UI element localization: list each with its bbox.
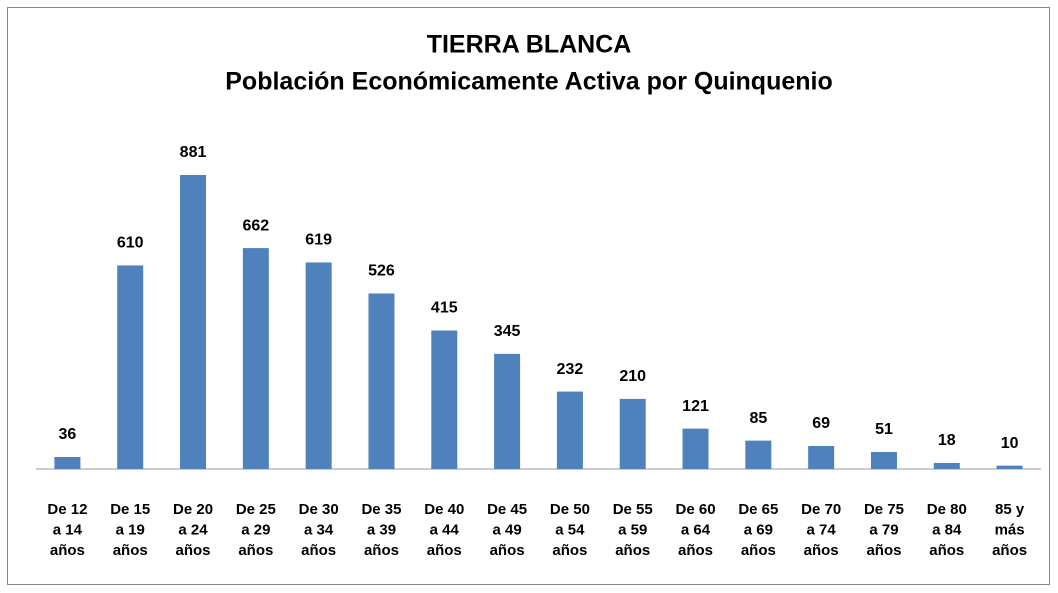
bar bbox=[54, 456, 81, 469]
bar bbox=[117, 265, 144, 469]
x-tick-label: De 20 a 24 años bbox=[173, 501, 213, 559]
bar bbox=[242, 248, 269, 469]
data-label: 415 bbox=[431, 300, 458, 317]
x-tick-label: De 45 a 49 años bbox=[487, 501, 527, 559]
data-label: 662 bbox=[242, 217, 269, 234]
bar bbox=[305, 262, 332, 469]
data-label: 10 bbox=[1001, 435, 1019, 452]
data-label: 232 bbox=[557, 361, 584, 378]
data-label: 610 bbox=[117, 235, 144, 252]
bar bbox=[682, 428, 709, 469]
x-tick-label: De 65 a 69 años bbox=[738, 501, 778, 559]
data-label: 51 bbox=[875, 421, 893, 438]
data-label: 69 bbox=[812, 415, 830, 432]
bar bbox=[870, 451, 897, 469]
data-label: 121 bbox=[682, 398, 709, 415]
bar bbox=[180, 175, 207, 469]
x-tick-label: De 60 a 64 años bbox=[676, 501, 716, 559]
data-label: 210 bbox=[619, 368, 646, 385]
bar bbox=[619, 398, 646, 469]
bar bbox=[933, 462, 960, 469]
x-tick-label: De 15 a 19 años bbox=[110, 501, 150, 559]
x-tick-label: De 70 a 74 años bbox=[801, 501, 841, 559]
x-tick-label: De 35 a 39 años bbox=[361, 501, 401, 559]
x-tick-label: De 50 a 54 años bbox=[550, 501, 590, 559]
data-label: 619 bbox=[305, 232, 332, 249]
x-tick-label: De 12 a 14 años bbox=[47, 501, 87, 559]
bar bbox=[996, 465, 1023, 469]
data-label: 18 bbox=[938, 432, 956, 449]
x-tick-label: De 25 a 29 años bbox=[236, 501, 276, 559]
chart-title: Población Económicamente Activa por Quin… bbox=[225, 68, 833, 96]
x-tick-label: De 55 a 59 años bbox=[613, 501, 653, 559]
x-tick-label: De 40 a 44 años bbox=[424, 501, 464, 559]
x-tick-label: De 80 a 84 años bbox=[927, 501, 967, 559]
bar bbox=[494, 353, 521, 469]
bar bbox=[556, 391, 583, 469]
x-tick-label: De 30 a 34 años bbox=[299, 501, 339, 559]
chart-title: TIERRA BLANCA bbox=[427, 31, 632, 59]
bar bbox=[368, 293, 395, 469]
data-label: 85 bbox=[749, 410, 767, 427]
data-label: 345 bbox=[494, 323, 521, 340]
bar bbox=[431, 330, 458, 469]
x-tick-label: 85 y más años bbox=[992, 501, 1027, 559]
bar bbox=[808, 445, 835, 469]
x-tick-label: De 75 a 79 años bbox=[864, 501, 904, 559]
bar bbox=[745, 440, 772, 469]
data-label: 36 bbox=[59, 426, 77, 443]
data-label: 881 bbox=[180, 144, 207, 161]
data-label: 526 bbox=[368, 263, 395, 280]
